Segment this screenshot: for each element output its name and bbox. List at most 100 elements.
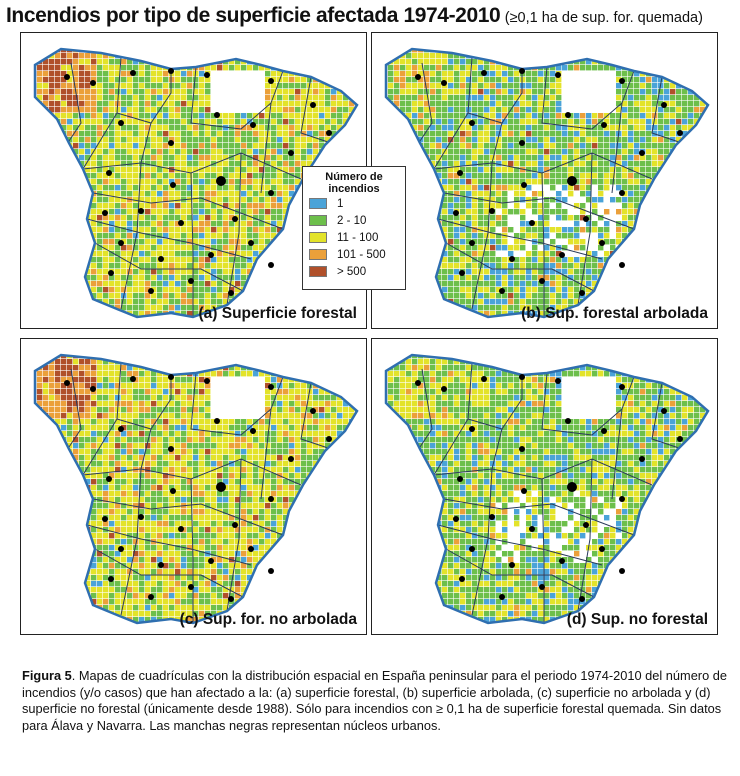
grid-cell (508, 113, 514, 119)
urban-core-dot (204, 72, 210, 78)
grid-cell (193, 263, 199, 269)
grid-cell (127, 191, 133, 197)
grid-cell (115, 227, 121, 233)
grid-cell (520, 77, 526, 83)
grid-cell (526, 119, 532, 125)
grid-cell (265, 113, 271, 119)
grid-cell (400, 311, 406, 317)
grid-cell (412, 293, 418, 299)
grid-cell (574, 275, 580, 281)
grid-cell (205, 89, 211, 95)
grid-cell (127, 107, 133, 113)
grid-cell (175, 257, 181, 263)
grid-cell (682, 173, 688, 179)
grid-cell (217, 215, 223, 221)
grid-cell (55, 173, 61, 179)
grid-cell (694, 71, 700, 77)
grid-cell (163, 101, 169, 107)
grid-cell (337, 107, 343, 113)
grid-cell (49, 107, 55, 113)
grid-cell (598, 49, 604, 53)
grid-cell (259, 245, 265, 251)
grid-cell (634, 149, 640, 155)
grid-cell (406, 101, 412, 107)
grid-cell (514, 257, 520, 263)
grid-cell (175, 167, 181, 173)
grid-cell (490, 155, 496, 161)
grid-cell (520, 269, 526, 275)
grid-cell (586, 269, 592, 275)
urban-core-dot (148, 288, 154, 294)
grid-cell (676, 125, 682, 131)
grid-cell (640, 275, 646, 281)
grid-cell (706, 221, 708, 227)
grid-cell (442, 65, 448, 71)
grid-cell (223, 263, 229, 269)
grid-cell (424, 59, 430, 65)
grid-cell (448, 101, 454, 107)
grid-cell (265, 161, 271, 167)
grid-cell (460, 317, 465, 322)
grid-cell (460, 59, 466, 65)
grid-cell (640, 137, 646, 143)
grid-cell (412, 251, 418, 257)
grid-cell (175, 59, 181, 65)
grid-cell (418, 227, 424, 233)
grid-cell (175, 53, 181, 59)
grid-cell (688, 215, 694, 221)
grid-cell (163, 149, 169, 155)
grid-cell (478, 173, 484, 179)
grid-cell (139, 251, 145, 257)
grid-cell (175, 149, 181, 155)
grid-cell (460, 71, 466, 77)
grid-cell (265, 173, 271, 179)
grid-cell (418, 245, 424, 251)
grid-cell (526, 107, 532, 113)
grid-cell (67, 65, 73, 71)
grid-cell (532, 287, 538, 293)
grid-cell (133, 299, 139, 305)
grid-cell (337, 77, 343, 83)
grid-cell (205, 179, 211, 185)
grid-cell (211, 281, 217, 287)
grid-cell (442, 257, 448, 263)
grid-cell (79, 59, 85, 65)
province-border (443, 192, 635, 230)
grid-cell (472, 287, 478, 293)
grid-cell (199, 49, 205, 53)
grid-cell (436, 89, 442, 95)
grid-cell (550, 53, 556, 59)
grid-cell (550, 143, 556, 149)
grid-cell (538, 221, 544, 227)
grid-cell (271, 143, 277, 149)
grid-cell (121, 167, 127, 173)
grid-cell (496, 167, 502, 173)
grid-cell (307, 59, 313, 65)
grid-cell (604, 299, 610, 305)
grid-cell (406, 107, 412, 113)
grid-cell (706, 263, 708, 269)
grid-cell (454, 263, 460, 269)
grid-cell (418, 251, 424, 257)
grid-cell (520, 173, 526, 179)
grid-cell (538, 263, 544, 269)
grid-cell (634, 191, 640, 197)
grid-cell (658, 239, 664, 245)
grid-cell (139, 257, 145, 263)
grid-cell (400, 65, 406, 71)
grid-cell (610, 269, 616, 275)
grid-cell (670, 287, 676, 293)
grid-cell (586, 281, 592, 287)
grid-cell (490, 227, 496, 233)
grid-cell (652, 287, 658, 293)
grid-cell (283, 149, 289, 155)
grid-cell (109, 89, 115, 95)
grid-cell (67, 125, 73, 131)
grid-cell (247, 227, 253, 233)
grid-cell (103, 263, 109, 269)
grid-cell (562, 257, 568, 263)
grid-cell (598, 131, 604, 137)
grid-cell (676, 233, 682, 239)
grid-cell (484, 77, 490, 83)
grid-cell (634, 101, 640, 107)
